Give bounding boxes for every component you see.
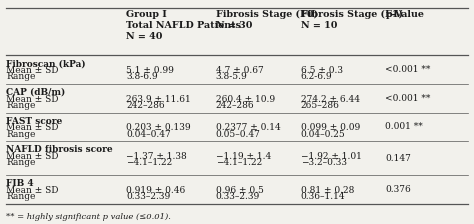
Text: 242–286: 242–286 (216, 101, 255, 110)
Text: Mean ± SD: Mean ± SD (6, 186, 59, 195)
Text: FIB 4: FIB 4 (6, 179, 34, 188)
Text: Range: Range (6, 192, 36, 201)
Text: 260.4 ± 10.9: 260.4 ± 10.9 (216, 95, 275, 103)
Text: 0.05–0.47: 0.05–0.47 (216, 130, 261, 139)
Text: 0.2377 ± 0.14: 0.2377 ± 0.14 (216, 123, 281, 132)
Text: 0.376: 0.376 (385, 185, 411, 194)
Text: Fibrosis Stage (F0)
N = 30: Fibrosis Stage (F0) N = 30 (216, 10, 318, 30)
Text: 4.7 ± 0.67: 4.7 ± 0.67 (216, 66, 264, 75)
Text: 5.1 ± 0.99: 5.1 ± 0.99 (126, 66, 174, 75)
Text: FAST score: FAST score (6, 116, 63, 125)
Text: 0.04–0.25: 0.04–0.25 (301, 130, 346, 139)
Text: Range: Range (6, 158, 36, 167)
Text: 0.33–2.39: 0.33–2.39 (126, 192, 171, 201)
Text: 0.001 **: 0.001 ** (385, 122, 423, 131)
Text: 0.147: 0.147 (385, 154, 411, 163)
Text: Fibroscan (kPa): Fibroscan (kPa) (6, 59, 86, 68)
Text: 265–286: 265–286 (301, 101, 339, 110)
Text: 6.2-6.9: 6.2-6.9 (301, 73, 332, 82)
Text: −3.2–0.33: −3.2–0.33 (301, 158, 346, 167)
Text: Range: Range (6, 73, 36, 82)
Text: 0.96 ± 0.5: 0.96 ± 0.5 (216, 186, 264, 195)
Text: <0.001 **: <0.001 ** (385, 94, 431, 103)
Text: Mean ± SD: Mean ± SD (6, 66, 59, 75)
Text: Mean ± SD: Mean ± SD (6, 152, 59, 161)
Text: 0.099 ± 0.09: 0.099 ± 0.09 (301, 123, 360, 132)
Text: Group I
Total NAFLD Patients
N = 40: Group I Total NAFLD Patients N = 40 (126, 10, 241, 41)
Text: 3.8-6.9: 3.8-6.9 (126, 73, 158, 82)
Text: ** = highly significant p value (≤0.01).: ** = highly significant p value (≤0.01). (6, 213, 171, 221)
Text: 0.81 ± 0.28: 0.81 ± 0.28 (301, 186, 354, 195)
Text: 242–286: 242–286 (126, 101, 165, 110)
Text: −1.92 ± 1.01: −1.92 ± 1.01 (301, 152, 362, 161)
Text: 0.04–0.47: 0.04–0.47 (126, 130, 171, 139)
Text: CAP (dB/m): CAP (dB/m) (6, 88, 65, 97)
Text: NAFLD fibrosis score: NAFLD fibrosis score (6, 145, 113, 154)
Text: −4.1–1.22: −4.1–1.22 (216, 158, 262, 167)
Text: Mean ± SD: Mean ± SD (6, 123, 59, 132)
Text: −1.37 ± 1.38: −1.37 ± 1.38 (126, 152, 187, 161)
Text: p-Value: p-Value (385, 10, 424, 19)
Text: −4.1–1.22: −4.1–1.22 (126, 158, 173, 167)
Text: 274.2 ± 6.44: 274.2 ± 6.44 (301, 95, 360, 103)
Text: 6.5 ± 0.3: 6.5 ± 0.3 (301, 66, 343, 75)
Text: 0.203 ± 0.139: 0.203 ± 0.139 (126, 123, 191, 132)
Text: 0.919 ± 0.46: 0.919 ± 0.46 (126, 186, 185, 195)
Text: Range: Range (6, 130, 36, 139)
Text: 0.36–1.14: 0.36–1.14 (301, 192, 345, 201)
Text: 0.33–2.39: 0.33–2.39 (216, 192, 260, 201)
Text: Range: Range (6, 101, 36, 110)
Text: Fibrosis Stage (F1)
N = 10: Fibrosis Stage (F1) N = 10 (301, 10, 402, 30)
Text: 263.9 ± 11.61: 263.9 ± 11.61 (126, 95, 191, 103)
Text: −1.19 ± 1.4: −1.19 ± 1.4 (216, 152, 271, 161)
Text: <0.001 **: <0.001 ** (385, 65, 431, 74)
Text: 3.8-5.9: 3.8-5.9 (216, 73, 247, 82)
Text: Mean ± SD: Mean ± SD (6, 95, 59, 103)
